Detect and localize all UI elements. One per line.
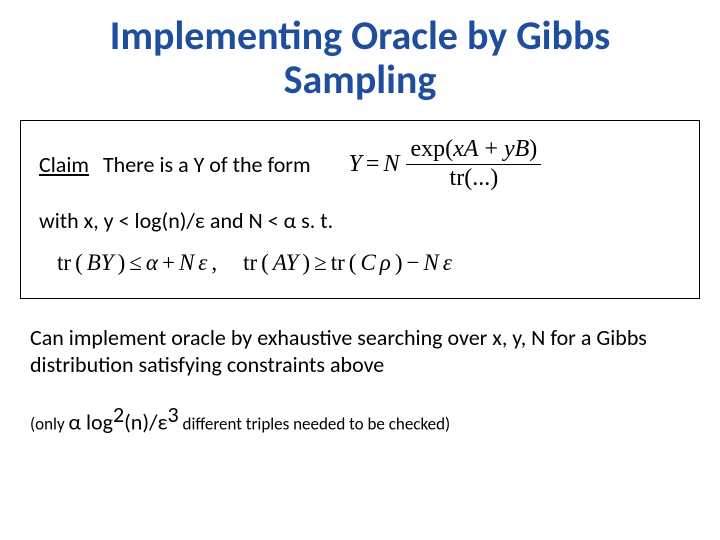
with-line: with x, y < log(n)/ε and N < α s. t. <box>39 207 681 234</box>
title-line-2: Sampling <box>284 55 437 104</box>
only-expr-2: (n)/ε <box>124 408 167 435</box>
slide-root: Implementing Oracle by Gibbs Sampling Cl… <box>0 0 720 540</box>
inequality-line: tr(BY) ≤ α + Nε, tr(AY) ≥ tr(Cρ) − Nε <box>57 250 681 276</box>
only-line: (only α log2(n)/ε3 different triples nee… <box>30 401 690 436</box>
fraction-denominator: tr(...) <box>446 165 503 193</box>
math-fraction: exp(xA + yB) tr(...) <box>406 136 541 192</box>
math-eq: = <box>366 151 380 178</box>
claim-box: Claim There is a Y of the form Y = N exp… <box>20 120 700 299</box>
implement-text: Can implement oracle by exhaustive searc… <box>30 325 690 379</box>
only-sup-3: 3 <box>168 401 179 428</box>
only-open: (only <box>30 413 69 434</box>
claim-text: There is a Y of the form <box>103 151 311 178</box>
only-expr-1: α log <box>69 408 113 435</box>
claim-label: Claim <box>39 151 89 178</box>
claim-formula: Y = N exp(xA + yB) tr(...) <box>349 136 545 192</box>
math-N: N <box>383 151 399 178</box>
only-tail: different triples needed to be checked) <box>179 413 451 434</box>
inequality-formula: tr(BY) ≤ α + Nε, tr(AY) ≥ tr(Cρ) − Nε <box>57 250 452 276</box>
fraction-numerator: exp(xA + yB) <box>406 136 541 164</box>
only-sup-2: 2 <box>113 401 124 428</box>
title-line-1: Implementing Oracle by Gibbs <box>110 11 610 60</box>
math-Y: Y <box>349 151 362 178</box>
slide-title: Implementing Oracle by Gibbs Sampling <box>0 0 720 108</box>
claim-line: Claim There is a Y of the form Y = N exp… <box>39 135 681 193</box>
